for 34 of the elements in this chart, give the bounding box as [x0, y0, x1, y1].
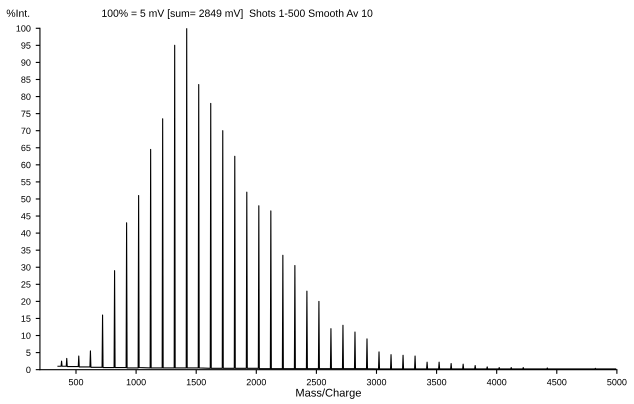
y-tick-label: 100: [16, 25, 31, 32]
y-tick-label: 45: [21, 213, 31, 220]
chart-title: 100% = 5 mV [sum= 2849 mV] Shots 1-500 Smooth Av 10: [102, 9, 372, 19]
x-axis-title: Mass/Charge: [296, 388, 361, 399]
y-tick-label: 95: [21, 42, 31, 49]
x-tick-label: 3500: [426, 378, 446, 386]
y-tick-label: 0: [26, 366, 31, 374]
x-tick-label: 5000: [607, 378, 627, 386]
x-tick-label: 500: [68, 378, 84, 386]
x-tick-label: 2500: [306, 378, 326, 386]
y-tick-label: 35: [21, 247, 31, 254]
y-tick-label: 50: [21, 196, 31, 202]
y-tick-label: 30: [21, 264, 31, 271]
y-tick-label: 5: [26, 350, 31, 356]
y-tick-label: 90: [21, 59, 31, 66]
y-tick-label: 75: [21, 110, 31, 117]
x-tick-label: 4500: [546, 378, 566, 386]
x-tick-label: 1500: [186, 378, 206, 386]
x-tick-label: 1000: [126, 378, 146, 386]
y-tick-label: 10: [22, 332, 31, 339]
x-tick-label: 3000: [366, 378, 386, 386]
x-tick-label: 4000: [486, 378, 506, 386]
y-tick-label: 15: [22, 316, 31, 322]
y-tick-label: 55: [21, 178, 31, 186]
y-tick-label: 80: [21, 94, 31, 100]
y-tick-label: 40: [21, 230, 31, 236]
y-tick-label: 70: [21, 128, 31, 134]
y-tick-label: 65: [21, 144, 31, 152]
y-axis-title: %Int.: [6, 10, 30, 17]
y-tick-label: 25: [21, 281, 31, 288]
y-tick-label: 60: [21, 162, 31, 168]
x-tick-label: 2000: [246, 378, 266, 386]
y-tick-label: 85: [21, 76, 31, 83]
y-tick-label: 20: [21, 298, 31, 305]
